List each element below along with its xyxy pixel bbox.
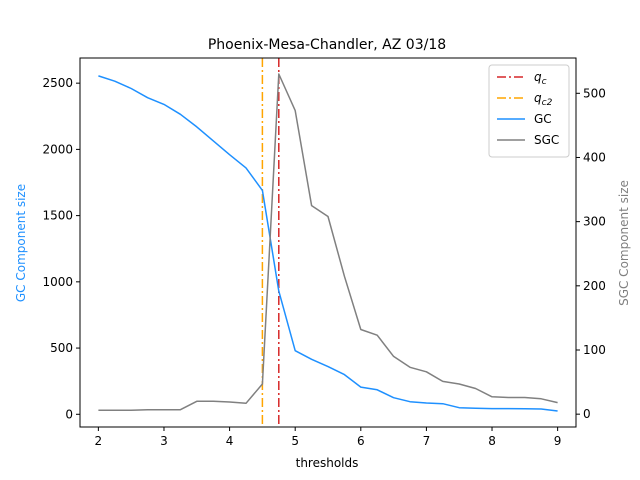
legend-label-gc: GC (534, 112, 552, 126)
legend-label-qc2: qc2 (534, 91, 553, 108)
x-tick-label: 8 (488, 434, 496, 448)
x-tick-label: 6 (357, 434, 365, 448)
plot-frame (79, 57, 577, 428)
series-line-gc (98, 75, 558, 412)
x-tick-label: 3 (160, 434, 168, 448)
x-axis-label: thresholds (296, 456, 359, 470)
x-tick-label: 4 (226, 434, 234, 448)
axes: 2 3 4 5 6 7 8 9 0 500 1000 1500 2000 2500 0 100 200 300 40… (42, 57, 606, 448)
y-right-tick-label: 300 (583, 215, 606, 229)
y-right-tick-label: 200 (583, 279, 606, 293)
y-left-tick-label: 1500 (42, 209, 73, 223)
y-left-tick-label: 0 (65, 407, 73, 421)
chart-title: Phoenix-Mesa-Chandler, AZ 03/18 (208, 37, 446, 53)
x-tick-label: 5 (291, 434, 299, 448)
y-left-tick-label: 2500 (42, 76, 73, 90)
y-left-tick-label: 2000 (42, 142, 73, 156)
y-axis-left-label: GC Component size (14, 184, 28, 302)
x-tick-label: 7 (423, 434, 431, 448)
y-right-tick-label: 500 (583, 86, 606, 100)
series-line-sgc (98, 73, 558, 412)
x-tick-label: 2 (95, 434, 103, 448)
y-axis-right-label: SGC Component size (617, 180, 631, 306)
y-left-tick-label: 1000 (42, 275, 73, 289)
y-left-tick-label: 500 (50, 341, 73, 355)
legend-label-sgc: SGC (534, 133, 559, 147)
y-right-tick-label: 0 (583, 407, 591, 421)
legend-box (488, 64, 570, 158)
plot-area (98, 58, 558, 427)
legend-label-qc: qc (534, 70, 547, 87)
legend: qc qc2 GC SGC (488, 64, 570, 158)
x-tick-label: 9 (554, 434, 562, 448)
y-right-tick-label: 100 (583, 343, 606, 357)
y-right-tick-label: 400 (583, 150, 606, 164)
